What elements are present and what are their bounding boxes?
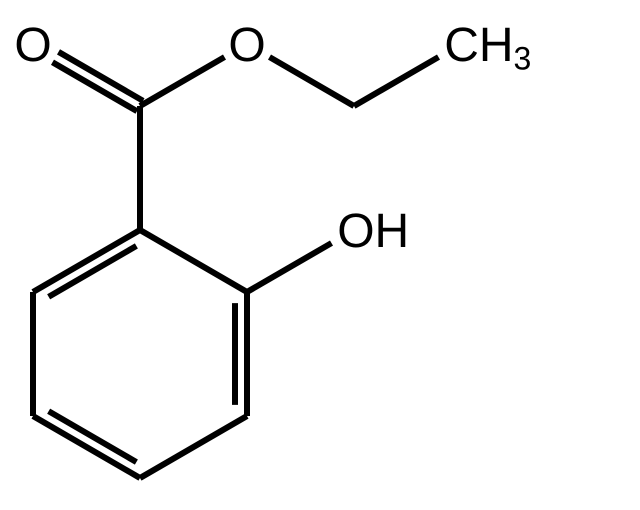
molecule-diagram: O O OH CH3	[0, 0, 640, 510]
atom-label: OH	[337, 205, 409, 258]
atom-label: CH3	[444, 19, 531, 77]
atom-label: O	[14, 19, 51, 72]
atom-label: O	[228, 19, 265, 72]
